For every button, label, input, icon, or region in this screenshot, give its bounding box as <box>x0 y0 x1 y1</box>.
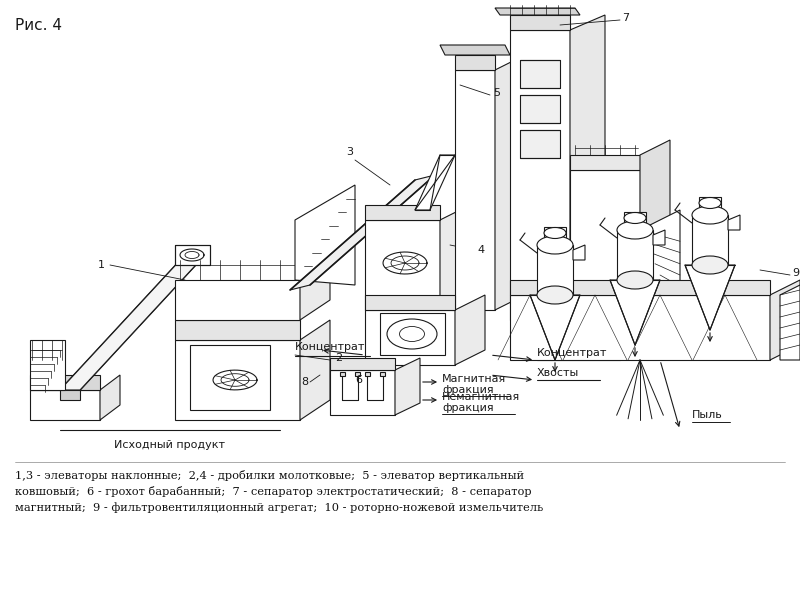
Polygon shape <box>495 55 525 310</box>
Polygon shape <box>610 280 660 345</box>
Text: 6: 6 <box>355 375 362 385</box>
Polygon shape <box>290 175 435 290</box>
Polygon shape <box>190 345 270 410</box>
Text: фракция: фракция <box>442 385 494 395</box>
Text: 3: 3 <box>346 147 354 157</box>
Polygon shape <box>365 372 370 376</box>
Polygon shape <box>175 245 210 265</box>
Polygon shape <box>510 30 570 320</box>
Polygon shape <box>510 280 770 295</box>
Text: Магнитная: Магнитная <box>442 374 506 384</box>
Polygon shape <box>510 295 770 360</box>
Ellipse shape <box>692 256 728 274</box>
Polygon shape <box>60 390 80 400</box>
Polygon shape <box>455 70 495 310</box>
Text: Концентрат: Концентрат <box>295 342 366 352</box>
Text: Концентрат: Концентрат <box>537 348 607 358</box>
Polygon shape <box>728 215 740 230</box>
Polygon shape <box>440 205 470 310</box>
Polygon shape <box>440 45 510 55</box>
Text: 4: 4 <box>477 245 484 255</box>
Polygon shape <box>175 320 300 340</box>
Polygon shape <box>520 130 560 158</box>
Polygon shape <box>537 245 573 295</box>
Ellipse shape <box>537 286 573 304</box>
Polygon shape <box>340 372 345 376</box>
Ellipse shape <box>544 228 566 239</box>
Polygon shape <box>780 285 800 360</box>
Polygon shape <box>520 60 560 88</box>
Polygon shape <box>570 155 640 170</box>
Polygon shape <box>100 375 120 420</box>
Polygon shape <box>455 295 485 365</box>
Polygon shape <box>365 295 455 310</box>
Polygon shape <box>640 210 680 325</box>
Text: 2: 2 <box>335 353 342 363</box>
Polygon shape <box>365 310 455 365</box>
Polygon shape <box>365 205 440 220</box>
Polygon shape <box>175 340 300 420</box>
Polygon shape <box>300 320 330 420</box>
Polygon shape <box>365 220 440 310</box>
Polygon shape <box>510 15 570 30</box>
Text: Исходный продукт: Исходный продукт <box>114 440 226 450</box>
Polygon shape <box>570 170 640 320</box>
Text: 9: 9 <box>792 268 799 278</box>
Ellipse shape <box>399 327 425 341</box>
Polygon shape <box>573 245 585 260</box>
Text: фракция: фракция <box>442 403 494 413</box>
Ellipse shape <box>624 213 646 223</box>
Text: 1,3 - элеваторы наклонные;  2,4 - дробилки молотковые;  5 - элеватор вертикальны: 1,3 - элеваторы наклонные; 2,4 - дробилк… <box>15 470 524 481</box>
Polygon shape <box>544 227 566 245</box>
Polygon shape <box>415 155 455 210</box>
Polygon shape <box>640 140 670 320</box>
Text: Рис. 4: Рис. 4 <box>15 18 62 33</box>
Polygon shape <box>355 372 360 376</box>
Polygon shape <box>699 197 721 215</box>
Polygon shape <box>175 280 300 320</box>
Text: Пыль: Пыль <box>692 410 722 420</box>
Text: Хвосты: Хвосты <box>537 368 579 378</box>
Polygon shape <box>395 358 420 415</box>
Polygon shape <box>495 8 580 15</box>
Polygon shape <box>300 260 330 320</box>
Polygon shape <box>692 215 728 265</box>
Text: 7: 7 <box>622 13 629 23</box>
Polygon shape <box>330 370 395 415</box>
Polygon shape <box>617 230 653 280</box>
Polygon shape <box>570 15 605 320</box>
Polygon shape <box>380 313 445 355</box>
Polygon shape <box>685 265 735 330</box>
Polygon shape <box>295 185 355 285</box>
Polygon shape <box>624 212 646 230</box>
Polygon shape <box>30 375 100 390</box>
Text: магнитный;  9 - фильтровентиляционный агрегат;  10 - роторно-ножевой измельчител: магнитный; 9 - фильтровентиляционный агр… <box>15 502 543 513</box>
Text: 1: 1 <box>98 260 105 270</box>
Polygon shape <box>30 340 65 390</box>
Polygon shape <box>380 372 385 376</box>
Polygon shape <box>770 280 800 360</box>
Polygon shape <box>530 295 580 360</box>
Text: 5: 5 <box>493 88 500 98</box>
Text: ковшовый;  6 - грохот барабанный;  7 - сепаратор электростатический;  8 - сепара: ковшовый; 6 - грохот барабанный; 7 - сеп… <box>15 486 532 497</box>
Ellipse shape <box>699 197 721 208</box>
Polygon shape <box>30 390 100 420</box>
Polygon shape <box>60 255 205 390</box>
Polygon shape <box>330 358 395 370</box>
Ellipse shape <box>537 236 573 254</box>
Ellipse shape <box>692 206 728 224</box>
Polygon shape <box>455 55 495 70</box>
Ellipse shape <box>387 319 437 349</box>
Polygon shape <box>653 230 665 245</box>
Ellipse shape <box>617 271 653 289</box>
Text: Немагнитная: Немагнитная <box>442 392 520 402</box>
Text: 8: 8 <box>301 377 308 387</box>
Polygon shape <box>520 95 560 123</box>
Ellipse shape <box>617 221 653 239</box>
